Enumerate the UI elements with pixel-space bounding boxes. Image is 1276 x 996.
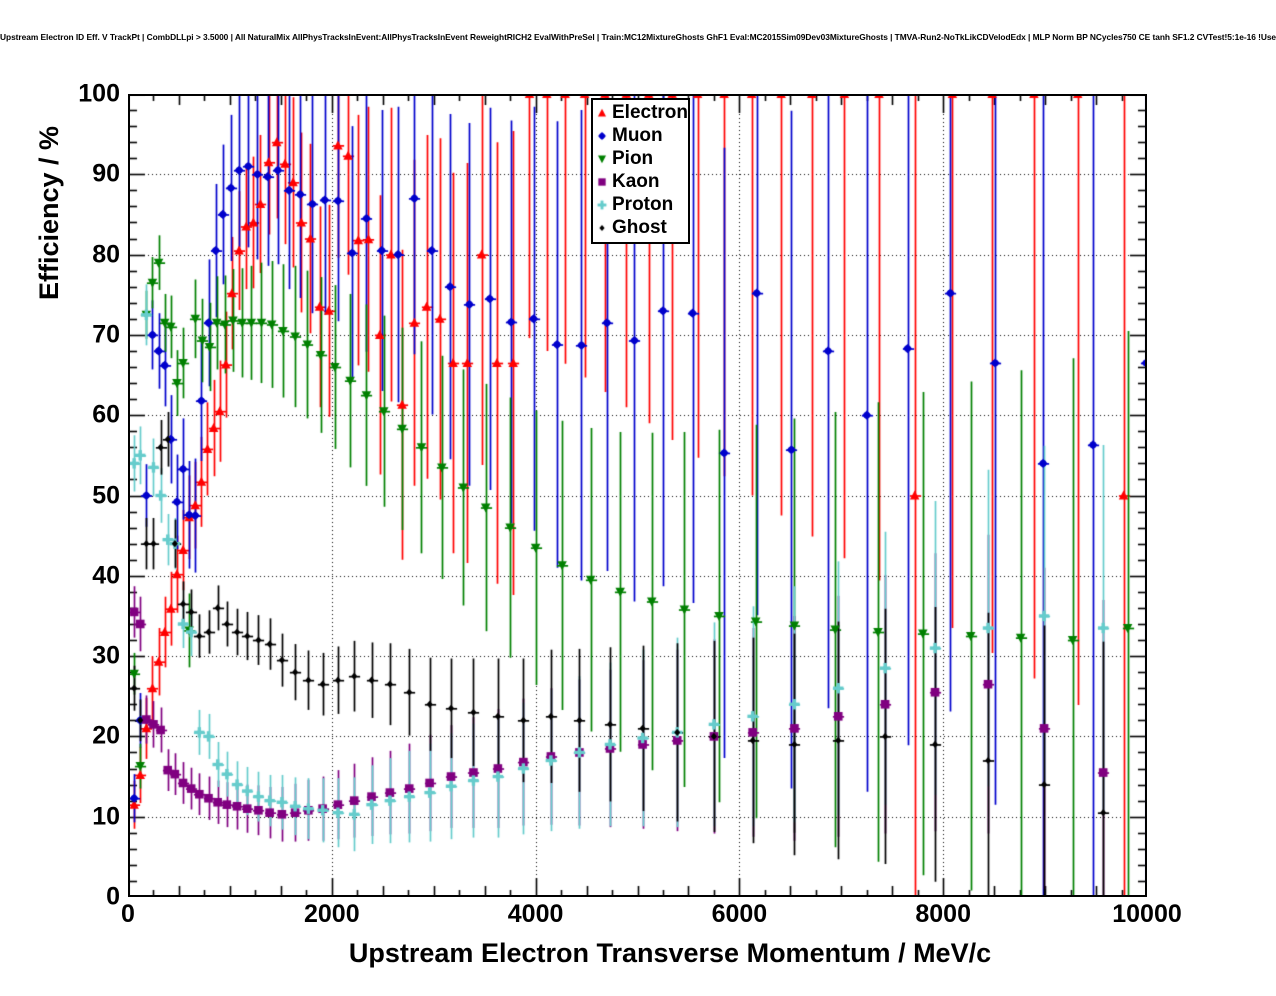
square-icon	[595, 173, 609, 190]
y-tick-label: 0	[106, 882, 120, 911]
legend-label: Kaon	[612, 171, 660, 192]
legend-label: Proton	[612, 194, 674, 215]
x-tick-label: 0	[121, 900, 135, 928]
legend-item-kaon[interactable]: Kaon	[595, 170, 688, 193]
legend-label: Muon	[612, 125, 663, 146]
y-tick-label: 80	[92, 240, 120, 269]
triangle-down-icon	[595, 150, 609, 167]
plot-title: Upstream Electron ID Eff. V TrackPt | Co…	[0, 32, 1276, 42]
y-tick-label: 20	[92, 721, 120, 750]
legend-label: Ghost	[612, 217, 667, 238]
x-tick-label: 8000	[915, 900, 971, 928]
legend-item-muon[interactable]: Muon	[595, 124, 688, 147]
y-tick-label: 40	[92, 561, 120, 590]
x-tick-label: 10000	[1112, 900, 1182, 928]
y-tick-label: 70	[92, 320, 120, 349]
triangle-up-icon	[595, 104, 609, 121]
legend-item-ghost[interactable]: Ghost	[595, 216, 688, 239]
y-axis-label: Efficiency / %	[34, 125, 64, 300]
x-axis-ticks: 0 2000 4000 6000 8000 10000	[121, 900, 1182, 940]
circle-icon	[595, 127, 609, 144]
x-axis-label: Upstream Electron Transverse Momentum / …	[348, 938, 992, 968]
x-tick-label: 4000	[507, 900, 564, 928]
y-tick-label: 10	[92, 802, 120, 831]
cross-icon	[595, 196, 609, 213]
y-tick-label: 100	[78, 79, 120, 108]
y-axis-ticks: 0 10 20 30 40 50 60 70 80 90 100	[0, 81, 120, 909]
legend-item-proton[interactable]: Proton	[595, 193, 688, 216]
y-tick-label: 30	[92, 641, 120, 670]
legend-label: Pion	[612, 148, 654, 169]
y-tick-label: 60	[92, 400, 120, 429]
x-tick-label: 2000	[303, 900, 360, 928]
chart-legend: Electron Muon Pion Kaon Proton Ghost	[591, 98, 690, 244]
legend-item-electron[interactable]: Electron	[595, 101, 688, 124]
diamond-icon	[595, 219, 609, 236]
x-tick-label: 6000	[711, 900, 768, 928]
y-tick-label: 90	[92, 159, 120, 188]
y-tick-label: 50	[92, 481, 120, 509]
plot-frame	[128, 94, 1147, 897]
legend-label: Electron	[612, 102, 689, 123]
legend-item-pion[interactable]: Pion	[595, 147, 688, 170]
